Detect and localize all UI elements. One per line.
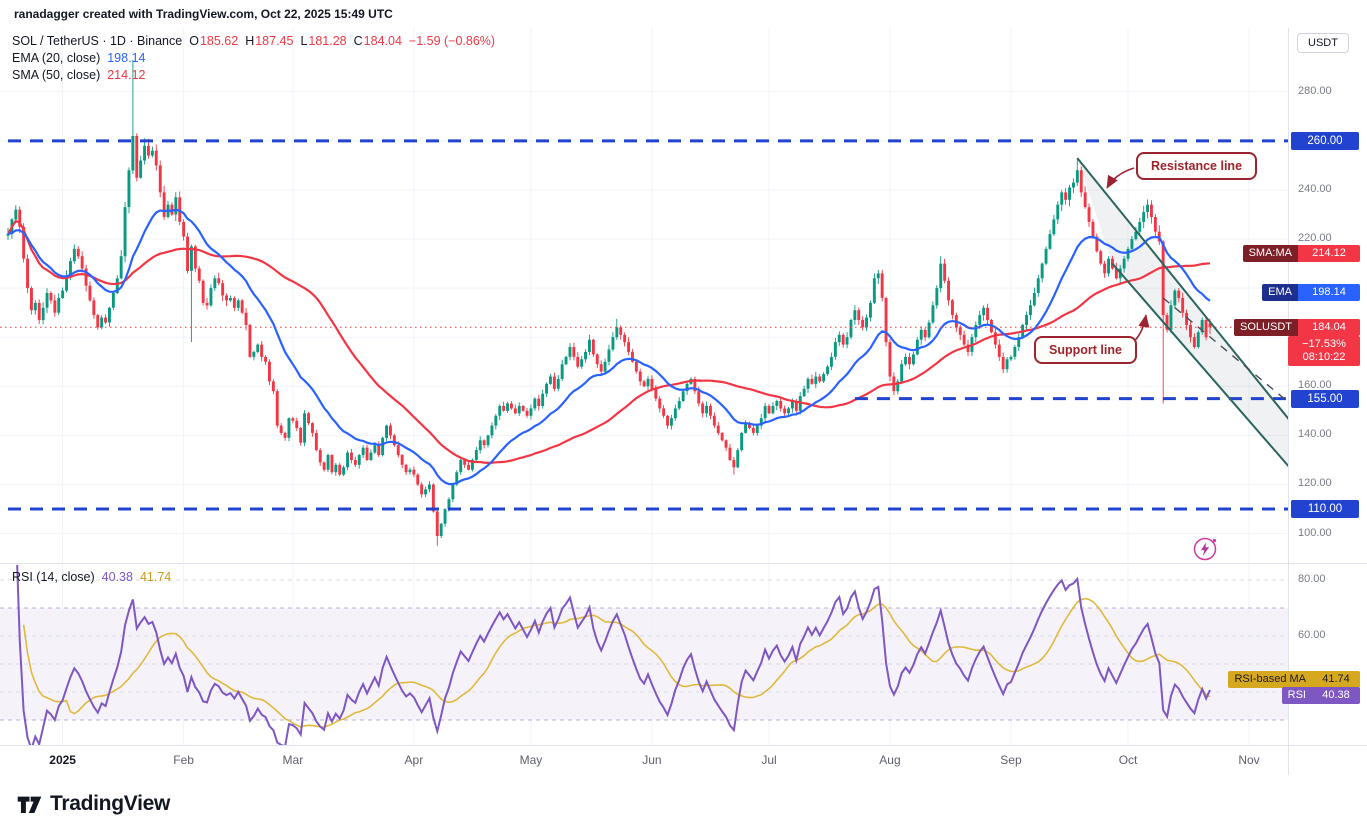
bar-countdown: 08:10:22 [1302, 351, 1346, 364]
ema-badge-tag: EMA [1262, 284, 1298, 302]
time-tick-Nov: Nov [1238, 753, 1260, 767]
sma-badge-tag: SMA:MA [1242, 244, 1298, 262]
credit-text: ranadagger created with TradingView.com,… [14, 7, 393, 21]
change-countdown-badge: −17.53% 08:10:22 [1288, 336, 1360, 367]
credit-bar: ranadagger created with TradingView.com,… [0, 0, 1367, 28]
time-tick-Sep: Sep [1000, 753, 1022, 767]
currency-toggle[interactable]: USDT [1297, 33, 1349, 53]
symbol-badge-tag: SOLUSDT [1234, 318, 1298, 336]
rsi-ma-axis-badge: RSI-based MA 41.74 [1228, 671, 1360, 689]
ema-legend-row[interactable]: EMA (20, close) 198.14 [12, 51, 495, 68]
time-tick-Jun: Jun [642, 753, 662, 767]
level-badge-155: 155.00 [1291, 389, 1359, 408]
time-tick-May: May [519, 753, 543, 767]
time-tick-Apr: Apr [404, 753, 424, 767]
rsi-tick: 80.00 [1298, 573, 1326, 585]
ema-axis-badge: EMA 198.14 [1262, 284, 1360, 302]
time-tick-Jul: Jul [761, 753, 777, 767]
main-price-pane[interactable] [0, 28, 1288, 563]
time-axis-separator [0, 745, 1367, 746]
price-tick: 140.00 [1298, 428, 1332, 441]
rsi-ma-value: 41.74 [139, 570, 172, 584]
pane-separator[interactable] [0, 563, 1367, 564]
lightning-icon[interactable] [1192, 536, 1218, 562]
symbol-title[interactable]: SOL / TetherUS · 1D · Binance [12, 34, 183, 48]
price-tick: 100.00 [1298, 526, 1332, 539]
change-percent: −17.53% [1302, 338, 1346, 351]
time-axis[interactable]: 2025 Feb Mar Apr May Jun Jul Aug Sep Oct Nov [0, 745, 1288, 775]
time-tick-Oct: Oct [1118, 753, 1138, 767]
level-badge-110: 110.00 [1291, 500, 1359, 518]
sma-badge-value: 214.12 [1298, 244, 1360, 262]
last-price-axis-badge: SOLUSDT 184.04 [1234, 318, 1360, 336]
price-tick: 120.00 [1298, 477, 1332, 490]
time-tick-2025: 2025 [49, 753, 76, 767]
tradingview-brand[interactable]: TradingView [50, 792, 171, 815]
price-tick: 220.00 [1298, 232, 1332, 245]
price-tick: 240.00 [1298, 182, 1332, 195]
rsi-axis-badge: RSI 40.38 [1281, 686, 1360, 704]
rsi-label: RSI (14, close) [12, 570, 95, 584]
rsi-legend[interactable]: RSI (14, close) 40.38 41.74 [12, 570, 171, 587]
rsi-ma-badge-tag: RSI-based MA [1228, 671, 1312, 689]
last-price-value: 184.04 [1298, 318, 1360, 336]
rsi-badge-value: 40.38 [1312, 686, 1360, 704]
price-tick: 280.00 [1298, 84, 1332, 97]
change-value: −1.59 (−0.86%) [408, 34, 496, 48]
ohlc-low: L 181.28 [300, 34, 347, 48]
time-tick-Mar: Mar [282, 753, 304, 767]
sma-legend-row[interactable]: SMA (50, close) 214.12 [12, 68, 495, 85]
sma-label: SMA (50, close) [12, 68, 101, 82]
ohlc-open: O 185.62 [189, 34, 239, 48]
rsi-badge-tag: RSI [1281, 686, 1312, 704]
resistance-line-label[interactable]: Resistance line [1136, 152, 1258, 180]
price-axis-border [1288, 28, 1289, 775]
price-tick: 160.00 [1298, 379, 1332, 392]
time-tick-Aug: Aug [879, 753, 901, 767]
support-line-label[interactable]: Support line [1034, 336, 1137, 364]
time-tick-Feb: Feb [173, 753, 194, 767]
tradingview-logo-icon[interactable] [16, 791, 43, 818]
ohlc-close: C 184.04 [353, 34, 402, 48]
rsi-pane[interactable] [0, 565, 1288, 745]
rsi-tick: 60.00 [1298, 629, 1326, 641]
ohlc-high: H 187.45 [245, 34, 294, 48]
rsi-ma-badge-value: 41.74 [1312, 671, 1360, 689]
ema-label: EMA (20, close) [12, 51, 101, 65]
ema-value: 198.14 [107, 51, 146, 65]
sma-value: 214.12 [107, 68, 146, 82]
ema-badge-value: 198.14 [1298, 284, 1360, 302]
level-badge-260: 260.00 [1291, 131, 1359, 150]
rsi-value: 40.38 [101, 570, 133, 584]
sma-axis-badge: SMA:MA 214.12 [1242, 244, 1360, 262]
footer: TradingView [0, 775, 1367, 833]
